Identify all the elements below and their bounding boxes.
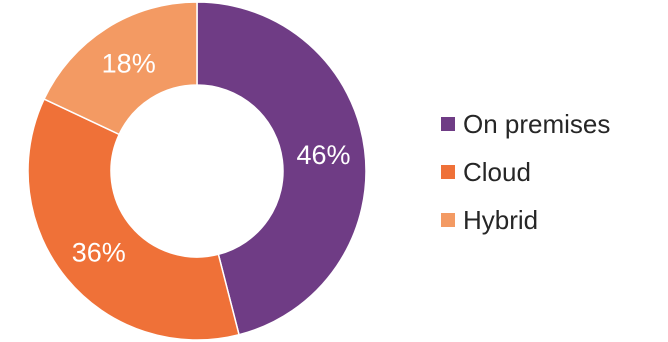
slice-value-label: 46%: [296, 140, 350, 170]
legend-swatch: [441, 213, 455, 227]
slice-cloud: [27, 98, 240, 341]
legend-item: Hybrid: [441, 205, 538, 235]
slice-on-premises: [196, 1, 367, 336]
legend-item: On premises: [441, 109, 610, 139]
legend-item: Cloud: [441, 157, 531, 187]
donut-slices: [27, 1, 367, 341]
slice-hybrid: [43, 1, 198, 136]
slice-value-label: 18%: [102, 48, 156, 78]
slice-value-label: 36%: [72, 237, 126, 267]
legend-swatch: [441, 117, 455, 131]
legend-label: On premises: [463, 109, 610, 139]
legend-swatch: [441, 165, 455, 179]
slice-labels: 46% 36% 18%: [72, 48, 351, 267]
legend: On premises Cloud Hybrid: [441, 109, 610, 235]
legend-label: Cloud: [463, 157, 531, 187]
legend-label: Hybrid: [463, 205, 538, 235]
